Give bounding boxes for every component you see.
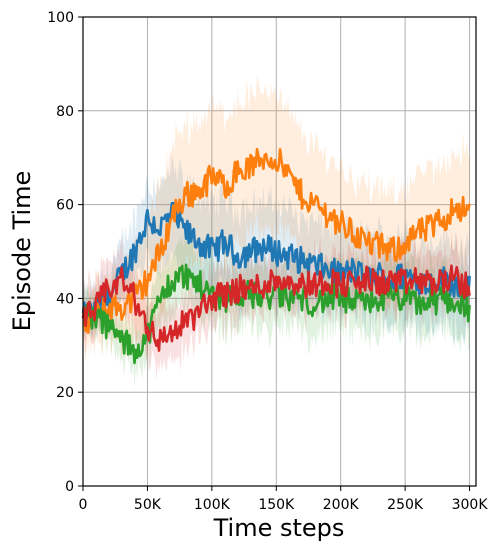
x-tick-label: 150K: [258, 497, 295, 513]
x-tick-label: 200K: [323, 497, 360, 513]
plot-frame: [82, 16, 477, 487]
x-tick-label: 300K: [452, 497, 489, 513]
x-axis-label: Time steps: [213, 514, 345, 542]
y-tick-label: 80: [56, 104, 74, 120]
ticks: 0 50K 100K 150K 200K 250K 300K 0 20 40 60 80 100: [47, 10, 488, 513]
y-tick-label: 100: [47, 10, 74, 26]
series-4-line: [81, 264, 471, 352]
series-lines: [81, 147, 471, 365]
x-tick-label: 0: [79, 497, 88, 513]
y-tick-label: 20: [56, 385, 74, 401]
y-tick-label: 60: [56, 198, 74, 214]
y-tick-label: 40: [56, 291, 74, 307]
y-axis-label: Episode Time: [8, 171, 36, 332]
y-tick-label: 0: [65, 479, 74, 495]
series-2-line: [81, 147, 471, 334]
x-tick-label: 250K: [387, 497, 424, 513]
x-tick-label: 100K: [194, 497, 231, 513]
x-tick-label: 50K: [134, 497, 162, 513]
